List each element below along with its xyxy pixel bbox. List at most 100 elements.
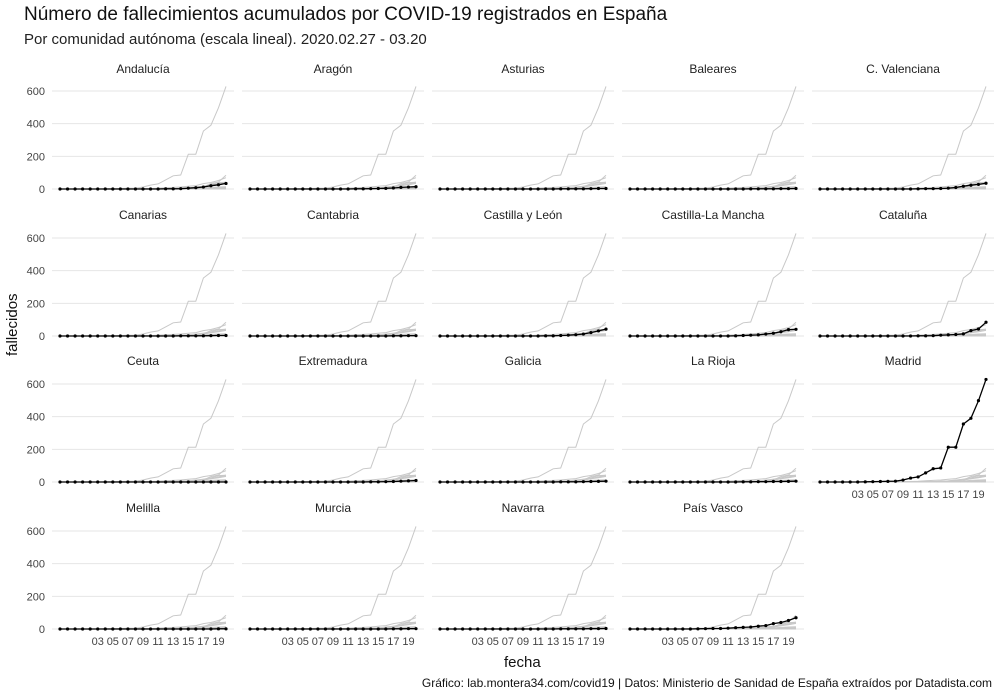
data-point (536, 334, 540, 338)
data-point (544, 187, 548, 191)
data-point (301, 334, 305, 338)
data-point (201, 480, 205, 484)
data-point (491, 480, 495, 484)
y-tick-label: 0 (39, 624, 45, 636)
facet-panel: Cantabria (242, 208, 424, 338)
data-point (346, 480, 350, 484)
x-tick-label: 19 (972, 489, 984, 501)
data-point (818, 480, 822, 484)
data-point (194, 186, 198, 190)
data-point (369, 334, 373, 338)
data-point (521, 480, 525, 484)
data-point (476, 480, 480, 484)
data-point (406, 334, 411, 338)
data-point (361, 187, 365, 191)
background-series-line (60, 233, 227, 337)
data-point (483, 480, 487, 484)
data-point (216, 480, 221, 484)
data-point (209, 334, 213, 338)
facet-panel: Cataluña (812, 208, 994, 338)
x-tick-label: 05 (297, 636, 309, 648)
x-tick-label: 09 (517, 636, 529, 648)
data-point (96, 627, 100, 631)
facet-strip-label: Ceuta (127, 354, 159, 368)
data-point (513, 627, 518, 631)
data-point (391, 186, 395, 190)
data-point (255, 627, 260, 631)
data-point (354, 627, 358, 631)
y-tick-label: 600 (27, 526, 45, 538)
data-point (871, 334, 875, 338)
data-point (969, 416, 973, 420)
data-point (756, 333, 760, 337)
data-point (726, 480, 730, 484)
data-point (171, 334, 175, 338)
facet-strip-label: Murcia (315, 501, 351, 515)
facet-strip-label: Navarra (502, 501, 545, 515)
facet-strip-label: La Rioja (691, 354, 735, 368)
data-point (604, 479, 608, 483)
data-point (391, 479, 395, 484)
data-point (278, 627, 282, 631)
data-point (984, 377, 988, 382)
x-tick-label: 11 (722, 636, 733, 648)
data-point (179, 627, 183, 631)
data-point (574, 627, 578, 631)
data-point (794, 616, 798, 620)
data-point (681, 480, 685, 484)
data-point (961, 184, 965, 188)
data-point (201, 627, 205, 631)
data-point (376, 186, 380, 191)
data-point (628, 334, 632, 338)
data-point (399, 334, 403, 338)
data-point (96, 187, 100, 191)
data-point (271, 480, 275, 484)
x-tick-label: 15 (372, 636, 384, 648)
background-series-line (630, 379, 797, 483)
x-tick-label: 11 (912, 489, 923, 501)
data-point (148, 187, 153, 191)
data-point (794, 186, 798, 191)
data-point (414, 185, 418, 189)
data-point (65, 187, 70, 191)
data-point (438, 334, 442, 338)
background-series-line (440, 379, 607, 483)
data-point (384, 627, 388, 631)
data-point (544, 627, 548, 631)
data-point (248, 627, 252, 631)
data-point (916, 187, 920, 191)
data-point (696, 480, 700, 484)
data-point (224, 480, 228, 484)
data-point (643, 480, 647, 484)
x-tick-label: 13 (357, 636, 369, 648)
data-point (406, 185, 411, 189)
x-tick-label: 07 (122, 636, 134, 648)
data-point (628, 480, 632, 484)
data-point (908, 187, 913, 191)
data-point (384, 334, 388, 338)
data-point (498, 187, 502, 191)
data-point (73, 334, 77, 338)
data-point (734, 334, 738, 338)
data-point (354, 187, 358, 191)
data-point (574, 333, 578, 337)
data-point (604, 327, 608, 331)
data-point (201, 185, 205, 189)
data-point (126, 627, 130, 631)
data-point (643, 627, 647, 631)
x-tick-label: 03 (92, 636, 104, 648)
data-point (81, 627, 85, 631)
data-point (513, 480, 518, 484)
data-point (581, 187, 585, 191)
data-point (703, 480, 708, 484)
data-point (438, 480, 442, 484)
data-point (96, 480, 100, 484)
data-point (871, 480, 875, 484)
data-point (453, 627, 457, 631)
data-point (453, 187, 457, 191)
data-point (596, 186, 601, 191)
data-point (939, 333, 943, 337)
data-point (825, 480, 830, 484)
data-point (726, 334, 730, 338)
data-point (711, 626, 715, 631)
